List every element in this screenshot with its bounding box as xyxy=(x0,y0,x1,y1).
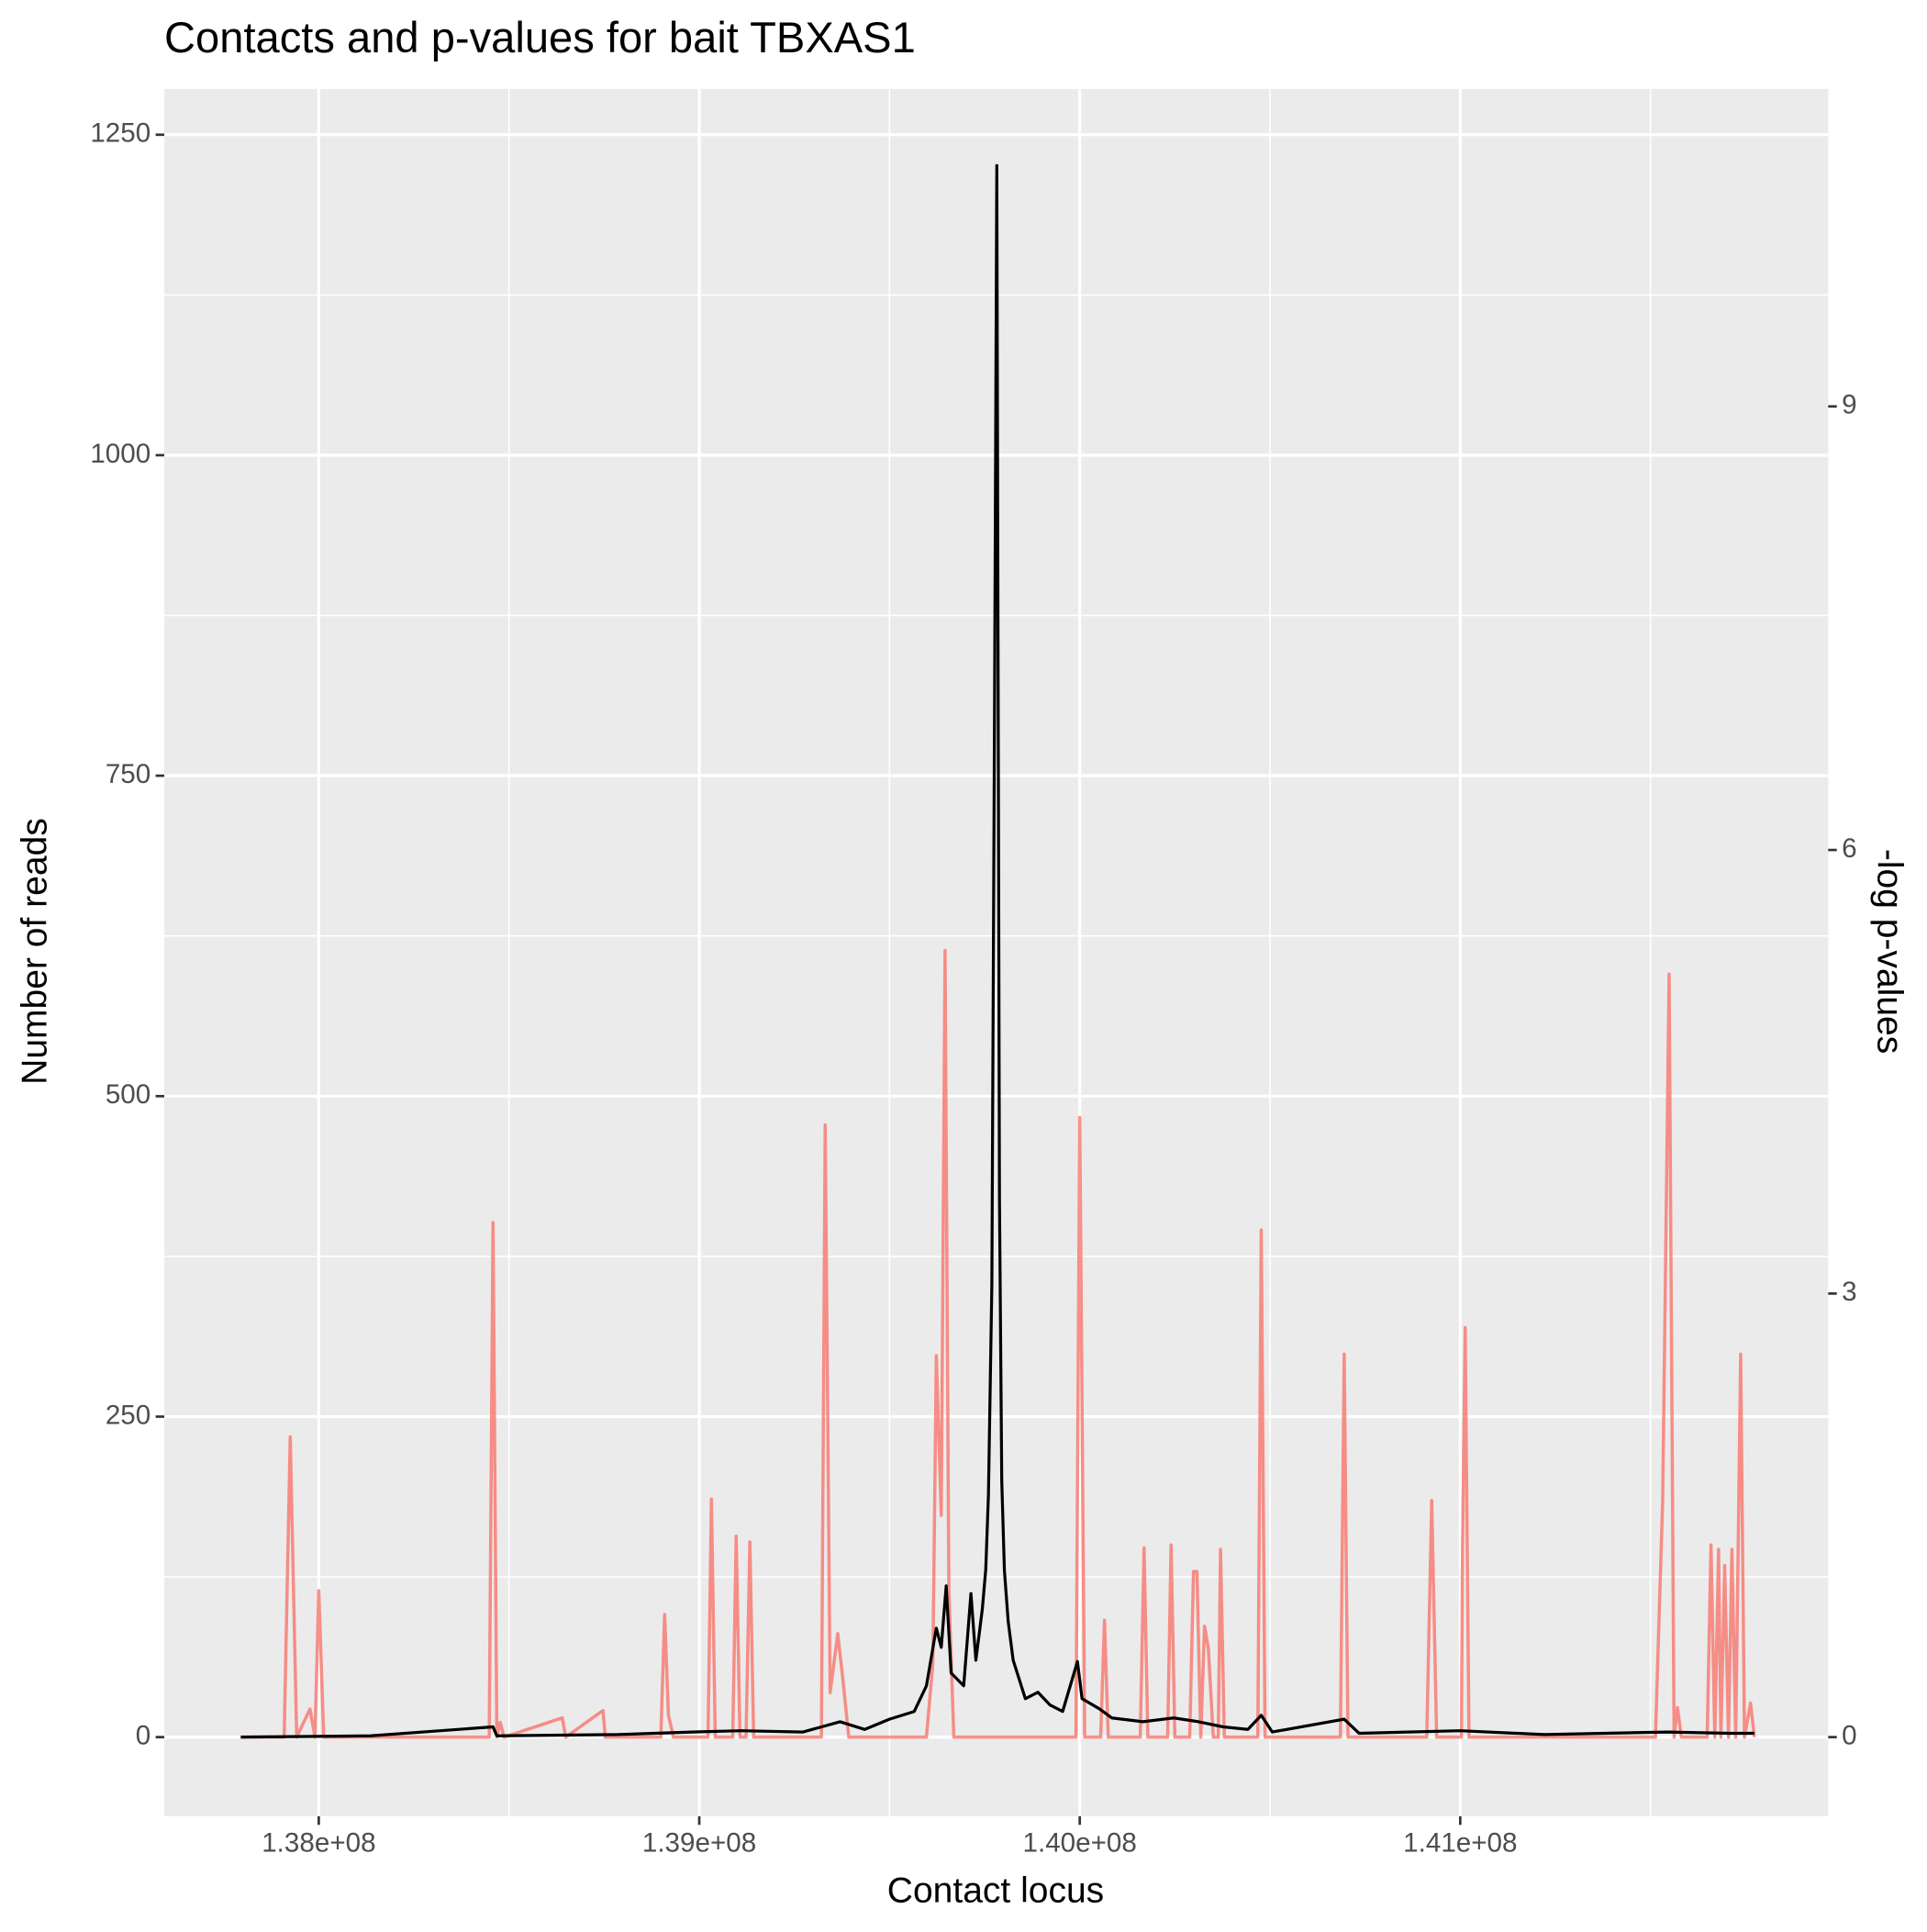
y-tick-label: 250 xyxy=(106,1400,150,1430)
y2-tick-label: 6 xyxy=(1842,833,1856,864)
y-tick-label: 500 xyxy=(106,1079,150,1110)
x-axis-title: Contact locus xyxy=(887,1871,1104,1911)
y2-tick-label: 3 xyxy=(1842,1277,1856,1307)
y-tick-label: 1250 xyxy=(90,118,150,149)
series-line xyxy=(240,948,1756,1739)
x-tick-label: 1.41e+08 xyxy=(1403,1828,1517,1859)
x-tick-label: 1.40e+08 xyxy=(1023,1828,1137,1859)
y2-tick-label: 9 xyxy=(1842,390,1856,420)
y-tick-label: 1000 xyxy=(90,439,150,469)
y-tick-label: 0 xyxy=(136,1720,150,1750)
y2-axis-title: -log p-values xyxy=(1870,849,1910,1054)
y-tick-label: 750 xyxy=(106,759,150,789)
x-tick-label: 1.38e+08 xyxy=(262,1828,375,1859)
series-line xyxy=(240,163,1754,1739)
y-axis-title: Number of reads xyxy=(16,818,55,1085)
x-tick-label: 1.39e+08 xyxy=(642,1828,756,1859)
chart-title: Contacts and p-values for bait TBXAS1 xyxy=(164,13,916,61)
y2-tick-label: 0 xyxy=(1842,1720,1856,1750)
